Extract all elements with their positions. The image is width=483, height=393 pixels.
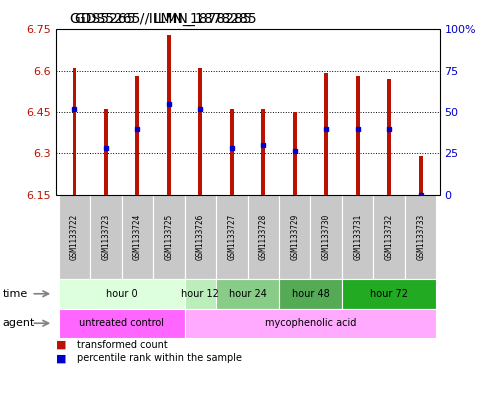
Text: hour 0: hour 0 xyxy=(106,289,138,299)
Text: hour 72: hour 72 xyxy=(370,289,408,299)
Text: GSM1133731: GSM1133731 xyxy=(353,214,362,260)
Text: GSM1133728: GSM1133728 xyxy=(259,214,268,260)
Text: ■: ■ xyxy=(56,340,66,350)
Bar xyxy=(356,76,359,195)
Bar xyxy=(261,109,265,195)
Text: GSM1133725: GSM1133725 xyxy=(164,214,173,260)
Text: GSM1133729: GSM1133729 xyxy=(290,214,299,260)
Text: GSM1133727: GSM1133727 xyxy=(227,214,236,260)
Text: GDS5265 / ILMN_1878285: GDS5265 / ILMN_1878285 xyxy=(70,11,252,26)
Text: ■: ■ xyxy=(56,353,66,364)
Bar xyxy=(325,73,328,195)
Text: GSM1133726: GSM1133726 xyxy=(196,214,205,260)
Bar xyxy=(419,156,423,195)
Text: transformed count: transformed count xyxy=(77,340,168,350)
Text: untreated control: untreated control xyxy=(79,318,164,328)
Text: GSM1133733: GSM1133733 xyxy=(416,214,425,260)
Text: time: time xyxy=(2,289,28,299)
Text: agent: agent xyxy=(2,318,35,328)
Bar xyxy=(167,35,171,195)
Bar xyxy=(230,109,234,195)
Text: hour 24: hour 24 xyxy=(228,289,267,299)
Bar xyxy=(136,76,139,195)
Text: GSM1133722: GSM1133722 xyxy=(70,214,79,260)
Text: GSM1133724: GSM1133724 xyxy=(133,214,142,260)
Text: GSM1133732: GSM1133732 xyxy=(384,214,394,260)
Text: hour 12: hour 12 xyxy=(182,289,219,299)
Bar xyxy=(387,79,391,195)
Text: GSM1133730: GSM1133730 xyxy=(322,214,331,260)
Bar xyxy=(104,109,108,195)
Text: mycophenolic acid: mycophenolic acid xyxy=(265,318,356,328)
Bar xyxy=(293,112,297,195)
Text: hour 48: hour 48 xyxy=(292,289,329,299)
Text: percentile rank within the sample: percentile rank within the sample xyxy=(77,353,242,364)
Bar xyxy=(199,68,202,195)
Text: GSM1133723: GSM1133723 xyxy=(101,214,111,260)
Text: GDS5265 / ILMN_1878285: GDS5265 / ILMN_1878285 xyxy=(75,12,256,26)
Bar xyxy=(72,68,76,195)
